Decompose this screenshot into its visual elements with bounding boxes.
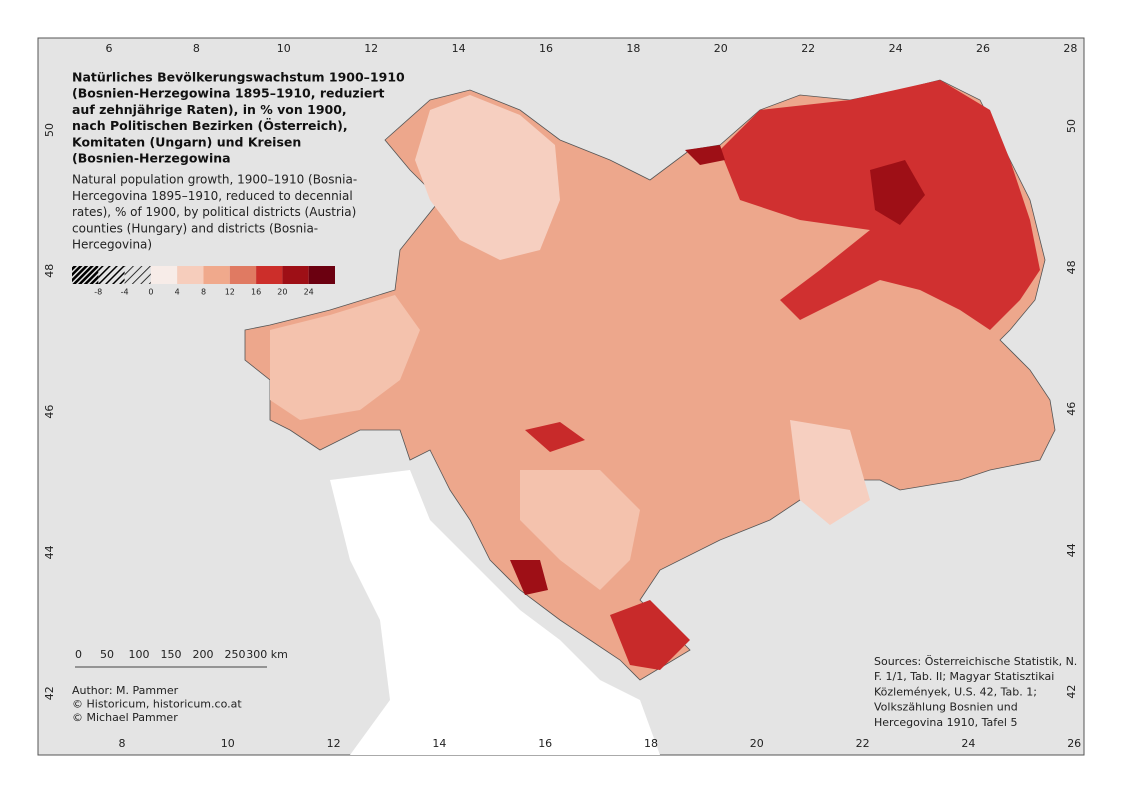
legend-swatch	[203, 266, 230, 284]
lon-label: 26	[1067, 737, 1081, 750]
legend-label: 16	[251, 288, 261, 297]
title-line: Natürliches Bevölkerungswachstum 1900–19…	[72, 70, 405, 85]
lat-label: 50	[43, 123, 56, 137]
legend-swatch	[124, 266, 151, 284]
lon-label: 10	[221, 737, 235, 750]
sources-line: Hercegovina 1910, Tafel 5	[874, 716, 1017, 729]
legend-swatch	[282, 266, 309, 284]
sources-line: F. 1/1, Tab. II; Magyar Statisztikai	[874, 670, 1054, 683]
lat-label: 50	[1065, 119, 1078, 133]
legend-label: 4	[175, 288, 180, 297]
scale-label: 0	[75, 648, 82, 661]
lat-label: 46	[43, 405, 56, 419]
region-dark	[525, 422, 585, 452]
legend-label: -8	[94, 288, 102, 297]
lat-label: 42	[43, 686, 56, 700]
legend-swatch	[150, 266, 178, 284]
lon-label: 24	[961, 737, 975, 750]
lon-label: 12	[364, 42, 378, 55]
lat-label: 46	[1065, 402, 1078, 416]
region-darker	[510, 560, 548, 595]
lat-label: 48	[43, 264, 56, 278]
lat-label: 48	[1065, 260, 1078, 274]
subtitle-line: counties (Hungary) and districts (Bosnia…	[72, 221, 318, 235]
lon-label: 22	[801, 42, 815, 55]
sources-line: Volkszählung Bosnien und	[874, 701, 1018, 714]
title-line: (Bosnien-Herzegowina 1895–1910, reduzier…	[72, 86, 385, 101]
lon-label: 14	[432, 737, 446, 750]
scale-label: 150	[161, 648, 182, 661]
sources-line: Sources: Österreichische Statistik, N.	[874, 655, 1077, 668]
lon-label: 20	[714, 42, 728, 55]
lon-label: 16	[539, 42, 553, 55]
legend-swatch	[256, 266, 283, 284]
region-dark	[610, 600, 690, 670]
scale-label: 300 km	[246, 648, 288, 661]
title-line: auf zehnjährige Raten), in % von 1900,	[72, 102, 347, 117]
legend-swatch	[98, 266, 125, 284]
lat-label: 44	[1065, 543, 1078, 557]
subtitle-line: rates), % of 1900, by political district…	[72, 205, 356, 219]
lat-label: 42	[1065, 685, 1078, 699]
title-line: nach Politischen Bezirken (Österreich),	[72, 118, 348, 133]
lon-label: 18	[644, 737, 658, 750]
lon-label: 22	[856, 737, 870, 750]
lon-label: 24	[889, 42, 903, 55]
subtitle-line: Natural population growth, 1900–1910 (Bo…	[72, 173, 357, 187]
lat-label: 44	[43, 545, 56, 559]
region-light	[790, 420, 870, 525]
legend-label: 24	[304, 288, 314, 297]
region-darker	[685, 145, 725, 165]
region-darker	[870, 160, 925, 225]
legend-swatch	[177, 266, 204, 284]
lon-label: 8	[119, 737, 126, 750]
lon-label: 14	[452, 42, 466, 55]
scale-label: 100	[129, 648, 150, 661]
lon-label: 26	[976, 42, 990, 55]
scale-label: 200	[193, 648, 214, 661]
legend-swatch	[72, 266, 99, 284]
scale-label: 50	[100, 648, 114, 661]
legend-swatch	[308, 266, 335, 284]
subtitle-line: Hercegovina 1895–1910, reduced to decenn…	[72, 189, 353, 203]
legend-label: 8	[201, 288, 206, 297]
empire	[244, 79, 1056, 681]
sea	[330, 470, 660, 755]
region-light	[270, 295, 420, 420]
lon-label: 28	[1063, 42, 1077, 55]
author-line: Author: M. Pammer	[72, 684, 179, 697]
lon-label: 20	[750, 737, 764, 750]
scale-label: 250	[225, 648, 246, 661]
title-line: Komitaten (Ungarn) und Kreisen	[72, 134, 301, 149]
sources-line: Közlemények, U.S. 42, Tab. 1;	[874, 685, 1037, 698]
author-line: © Historicum, historicum.co.at	[72, 698, 242, 711]
author-line: © Michael Pammer	[72, 711, 178, 724]
lon-label: 18	[626, 42, 640, 55]
subtitle-line: Hercegovina)	[72, 238, 152, 252]
title-line: (Bosnien-Herzegowina	[72, 151, 231, 166]
legend-label: -4	[121, 288, 129, 297]
legend-swatch	[229, 266, 257, 284]
lon-label: 6	[106, 42, 113, 55]
region-light	[415, 95, 560, 260]
lon-label: 10	[277, 42, 291, 55]
legend-label: 0	[148, 288, 153, 297]
region-light	[520, 470, 640, 590]
lon-label: 12	[327, 737, 341, 750]
lon-label: 16	[538, 737, 552, 750]
legend-label: 12	[225, 288, 235, 297]
lon-label: 8	[193, 42, 200, 55]
legend-label: 20	[277, 288, 287, 297]
